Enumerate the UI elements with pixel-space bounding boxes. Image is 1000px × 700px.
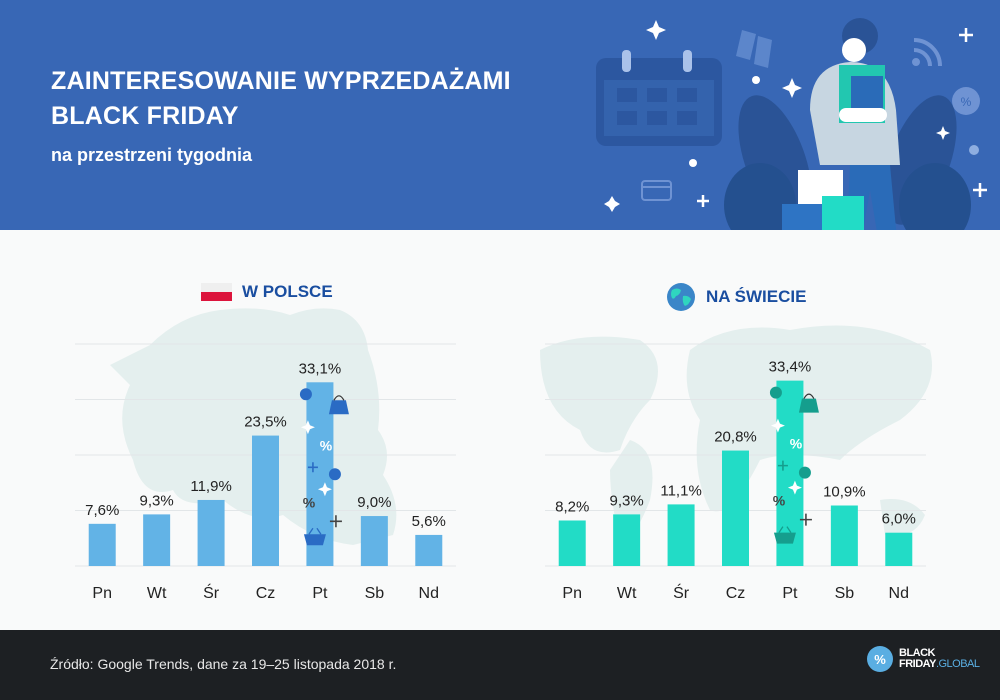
plus-circle-icon	[299, 388, 312, 401]
leaves-decoration	[724, 95, 971, 230]
data-label: 9,0%	[357, 494, 391, 511]
bar-Śr	[667, 504, 695, 566]
shopping-bag-icon	[328, 400, 349, 415]
x-tick-label: Pt	[312, 585, 328, 602]
x-tick-label: Nd	[889, 585, 909, 602]
data-label: 9,3%	[140, 492, 174, 509]
data-label: 10,9%	[823, 484, 866, 501]
plus-circle-icon	[328, 468, 341, 481]
bar-Wt	[143, 514, 171, 566]
data-label: 11,9%	[190, 478, 231, 495]
data-label: 6,0%	[882, 511, 916, 528]
page-subtitle: na przestrzeni tygodnia	[51, 145, 253, 165]
plus-icon	[799, 513, 812, 526]
header-banner: ZAINTERESOWANIE WYPRZEDAŻAMI BLACK FRIDA…	[0, 0, 1000, 230]
source-note: Źródło: Google Trends, dane za 19–25 lis…	[50, 656, 397, 672]
data-label: 23,5%	[244, 414, 287, 431]
percent-badge-icon: %	[952, 87, 980, 115]
page-title: ZAINTERESOWANIE WYPRZEDAŻAMI BLACK FRIDA…	[51, 64, 511, 134]
logo-text: BLACK FRIDAY.GLOBAL	[899, 648, 980, 670]
sparkle-icon	[300, 420, 315, 435]
percent-icon: %	[773, 493, 786, 509]
x-tick-label: Pn	[562, 585, 582, 602]
credit-card-icon	[641, 180, 672, 201]
title-line-1: ZAINTERESOWANIE WYPRZEDAŻAMI	[51, 67, 511, 95]
basket-handle	[778, 526, 792, 533]
poland-flag-icon	[201, 283, 232, 301]
percent-icon: %	[320, 437, 333, 453]
x-tick-label: Wt	[147, 585, 167, 602]
x-tick-label: Sb	[365, 585, 385, 602]
bar-Pn	[88, 523, 116, 566]
poland-title-text: W POLSCE	[242, 282, 333, 301]
wifi-icon	[912, 38, 942, 67]
x-tick-label: Nd	[419, 585, 439, 602]
logo-line-2b: .GLOBAL	[935, 658, 980, 670]
x-tick-label: Śr	[673, 583, 690, 602]
data-label: 33,4%	[769, 359, 812, 376]
bar-Nd	[415, 534, 443, 566]
globe-icon	[667, 283, 695, 311]
world-panel-title: NA ŚWIECIE	[666, 282, 806, 312]
bar-Sb	[360, 516, 388, 566]
x-tick-label: Śr	[203, 583, 220, 602]
price-tag-icon	[736, 30, 772, 68]
svg-text:%: %	[961, 95, 972, 109]
black-friday-global-logo[interactable]: % BLACK FRIDAY.GLOBAL	[867, 646, 980, 672]
data-label: 33,1%	[299, 360, 342, 377]
logo-line-1: BLACK	[899, 647, 935, 659]
logo-percent-icon: %	[867, 646, 893, 672]
data-label: 8,2%	[555, 498, 589, 515]
sparkle-icons	[604, 20, 979, 212]
footer: Źródło: Google Trends, dane za 19–25 lis…	[0, 630, 1000, 700]
basket-icon	[773, 532, 796, 544]
data-label: 20,8%	[714, 429, 757, 446]
sparkle-icon	[770, 418, 785, 433]
sparkle-icon	[787, 480, 802, 495]
plus-icon	[777, 460, 788, 471]
bar-Cz	[722, 450, 749, 566]
shopping-bags	[782, 170, 864, 230]
bar-Cz	[252, 435, 279, 566]
highlight-decorations: %%	[299, 388, 349, 546]
data-label: 5,6%	[412, 513, 446, 530]
shopper-illustration: %	[596, 18, 987, 230]
x-tick-label: Cz	[726, 585, 746, 602]
percent-icon: %	[790, 436, 803, 452]
charts-canvas: 7,6% Pn 9,3% Wt 11,9% Śr 23,5% Cz 33,1% Pt%% 9,0% S…	[75, 308, 932, 602]
plus-circle-icon	[798, 466, 811, 479]
sparkle-icon	[317, 482, 332, 497]
data-label: 11,1%	[660, 482, 701, 499]
data-label: 7,6%	[85, 502, 119, 519]
bar-Wt	[613, 514, 641, 566]
logo-line-2a: FRIDAY	[899, 658, 936, 670]
plus-icons	[697, 28, 987, 207]
bar-Pn	[558, 520, 586, 566]
bar-Nd	[885, 532, 913, 566]
bar-Sb	[830, 505, 858, 566]
plus-circle-icon	[769, 386, 782, 399]
chart-grid	[75, 343, 456, 567]
percent-icon: %	[303, 494, 316, 510]
title-line-2: BLACK FRIDAY	[51, 102, 239, 130]
x-tick-label: Pt	[782, 585, 798, 602]
x-tick-label: Wt	[617, 585, 637, 602]
shopping-bag-handle	[803, 393, 815, 399]
calendar-icon	[596, 50, 722, 146]
bar-Śr	[197, 499, 225, 566]
shopping-bag-icon	[798, 398, 819, 413]
world-title-text: NA ŚWIECIE	[706, 287, 807, 306]
data-label: 9,3%	[610, 492, 644, 509]
x-tick-label: Pn	[92, 585, 112, 602]
shopping-bag-handle	[333, 395, 345, 401]
x-tick-label: Cz	[256, 585, 276, 602]
plus-icon	[329, 515, 342, 528]
plus-icon	[307, 462, 318, 473]
charts-section: 7,6% Pn 9,3% Wt 11,9% Śr 23,5% Cz 33,1% Pt%% 9,0% S…	[0, 230, 1000, 630]
basket-icon	[303, 534, 326, 546]
x-tick-label: Sb	[835, 585, 855, 602]
highlight-decorations: %%	[769, 386, 819, 544]
poland-panel-title: W POLSCE	[201, 282, 333, 302]
basket-handle	[308, 527, 322, 535]
